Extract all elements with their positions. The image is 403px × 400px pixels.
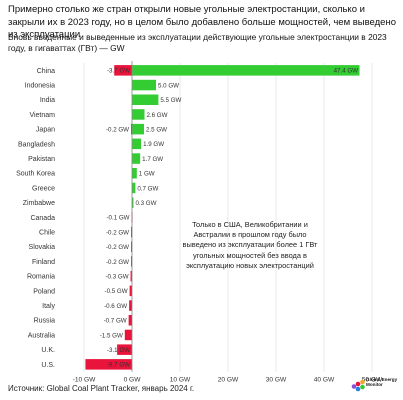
x-tick-label: 50 GW (362, 377, 383, 384)
bar-added (132, 168, 137, 179)
category-label: Finland (32, 259, 55, 266)
bar-retired (85, 359, 132, 370)
bar-added (132, 153, 141, 164)
data-label-retired: -0.2 GW (106, 126, 129, 133)
data-label-retired: -9.7 GW (107, 362, 130, 369)
category-label: South Korea (16, 171, 55, 178)
bar-retired (114, 65, 132, 76)
logo-text: Global Energy Monitor (366, 377, 398, 388)
data-label-retired: -0.2 GW (106, 244, 129, 251)
bar-retired (129, 300, 132, 311)
category-label: Russia (34, 318, 56, 325)
data-label-retired: -1.5 GW (100, 332, 123, 339)
data-label-retired: -0.7 GW (104, 318, 127, 325)
bar-added (132, 79, 156, 91)
bar-retired (131, 241, 133, 252)
bar-retired (131, 256, 133, 267)
category-label: Vietnam (29, 112, 55, 119)
bar-added (132, 65, 360, 76)
data-label-retired: -0.1 GW (106, 215, 129, 222)
category-label: Indonesia (25, 82, 55, 89)
category-label: Poland (33, 288, 55, 295)
bar-added (132, 138, 142, 150)
source-note: Источник: Global Coal Plant Tracker, янв… (8, 384, 195, 393)
category-label: Chile (39, 229, 55, 236)
category-label: U.K. (41, 347, 55, 354)
category-label: Zimbabwe (23, 200, 55, 207)
data-label-retired: -0.3 GW (106, 273, 129, 280)
data-label-retired: -0.2 GW (106, 259, 129, 266)
data-label-added: 5.5 GW (160, 97, 181, 104)
x-tick-label: 20 GW (218, 377, 239, 384)
chart-title: Примерно столько же стран открыли новые … (8, 4, 396, 40)
x-tick-label: -10 GW (73, 377, 96, 384)
category-label: Canada (30, 215, 55, 222)
data-label-added: 1.7 GW (142, 156, 163, 163)
data-label-added: 2.6 GW (146, 112, 167, 119)
bar-added (132, 123, 144, 135)
x-tick-label: 30 GW (266, 377, 287, 384)
global-energy-monitor-logo (351, 379, 365, 392)
data-label-added: 0.3 GW (135, 200, 156, 207)
category-label: China (37, 68, 55, 75)
category-label: Australia (28, 332, 55, 339)
bar-added (132, 109, 145, 120)
category-label: Bangladesh (18, 141, 55, 148)
chart-annotation: Только в США, Великобритании и Австралии… (182, 220, 318, 270)
bar-retired (129, 285, 132, 297)
data-label-retired: -0.2 GW (106, 229, 129, 236)
data-label-retired: -0.5 GW (105, 288, 128, 295)
bar-added (132, 197, 134, 208)
chart-subtitle: Вновь введенные и выведенные из эксплуат… (8, 32, 387, 53)
bar-retired (131, 226, 133, 238)
x-tick-label: 0 GW (124, 377, 142, 384)
data-label-retired: -0.6 GW (104, 303, 127, 310)
data-label-added: 1.9 GW (143, 141, 164, 148)
data-label-added: 5.0 GW (158, 82, 179, 89)
data-label-added: 1 GW (139, 171, 155, 178)
category-label: Greece (32, 185, 55, 192)
category-label: Italy (42, 303, 55, 310)
category-label: Japan (36, 127, 55, 134)
category-label: Pakistan (28, 156, 55, 163)
bar-added (132, 94, 159, 105)
category-label: Romania (27, 274, 55, 281)
bar-retired (117, 344, 132, 355)
data-label-retired: -3.7 GW (107, 68, 130, 75)
data-label-added: 2.5 GW (146, 126, 167, 133)
x-tick-label: 10 GW (170, 377, 191, 384)
bar-retired (131, 123, 133, 135)
x-tick-label: 40 GW (314, 377, 335, 384)
bar-retired (128, 315, 132, 326)
bar-retired (124, 329, 132, 341)
bar-added (132, 182, 136, 194)
category-label: U.S. (41, 362, 55, 369)
data-label-retired: -3.1 GW (107, 347, 130, 354)
category-label: Slovakia (29, 244, 56, 251)
data-label-added: 0.7 GW (137, 185, 158, 192)
data-label-added: 47.4 GW (334, 68, 359, 75)
bar-retired (130, 270, 132, 282)
category-label: India (40, 97, 55, 104)
